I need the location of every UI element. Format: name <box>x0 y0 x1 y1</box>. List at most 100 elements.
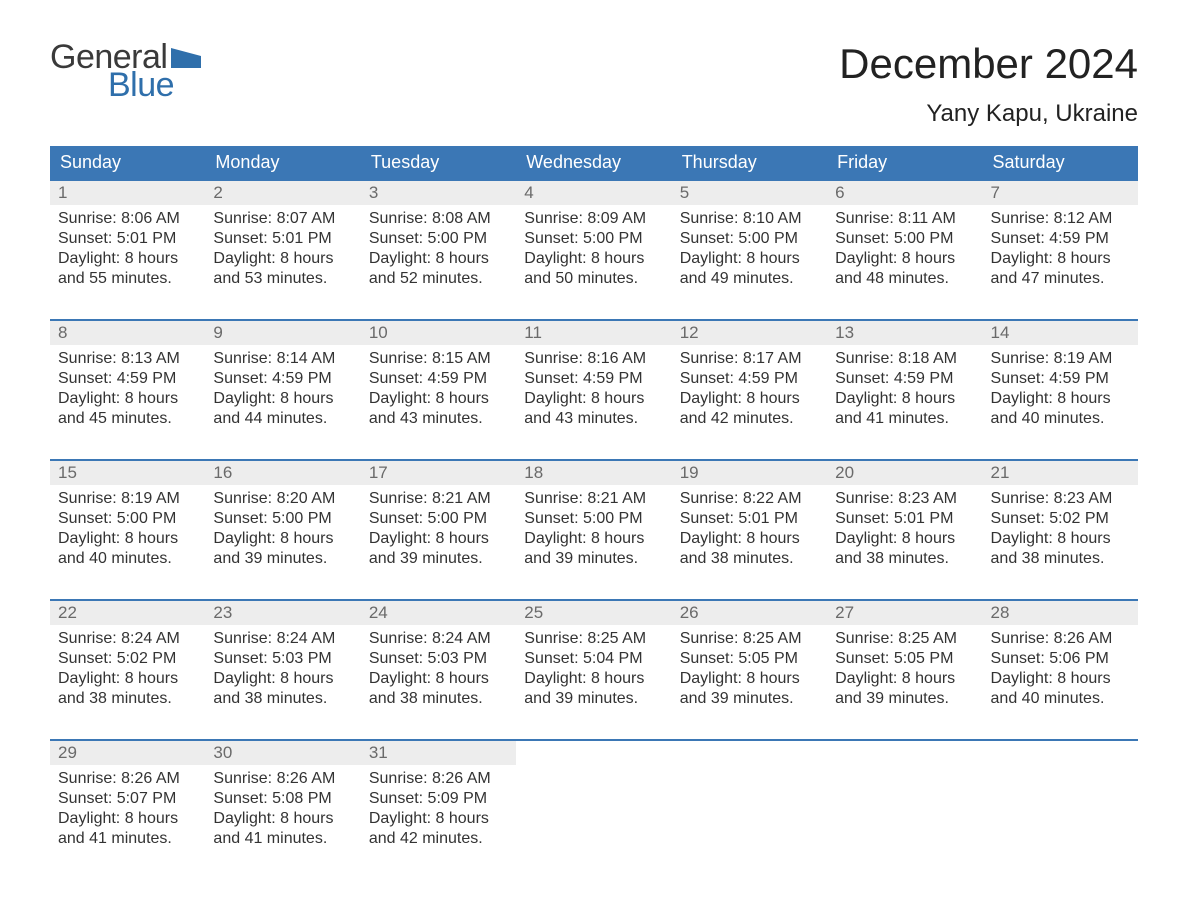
day-body: Sunrise: 8:08 AMSunset: 5:00 PMDaylight:… <box>361 205 516 293</box>
sunrise-line: Sunrise: 8:17 AM <box>680 349 819 369</box>
sunset-line: Sunset: 5:02 PM <box>991 509 1130 529</box>
day-cell: 12Sunrise: 8:17 AMSunset: 4:59 PMDayligh… <box>672 321 827 441</box>
location: Yany Kapu, Ukraine <box>839 100 1138 128</box>
daylight-line1: Daylight: 8 hours <box>991 669 1130 689</box>
day-number: 9 <box>205 321 360 345</box>
daylight-line2: and 38 minutes. <box>991 549 1130 569</box>
day-body: Sunrise: 8:10 AMSunset: 5:00 PMDaylight:… <box>672 205 827 293</box>
sunset-line: Sunset: 5:02 PM <box>58 649 197 669</box>
daylight-line1: Daylight: 8 hours <box>369 529 508 549</box>
day-body: Sunrise: 8:11 AMSunset: 5:00 PMDaylight:… <box>827 205 982 293</box>
sunrise-line: Sunrise: 8:23 AM <box>991 489 1130 509</box>
daylight-line1: Daylight: 8 hours <box>58 809 197 829</box>
day-body: Sunrise: 8:22 AMSunset: 5:01 PMDaylight:… <box>672 485 827 573</box>
day-number: 6 <box>827 181 982 205</box>
sunrise-line: Sunrise: 8:19 AM <box>58 489 197 509</box>
day-number: 21 <box>983 461 1138 485</box>
day-cell: 21 Sunrise: 8:23 AMSunset: 5:02 PMDayligh… <box>983 461 1138 581</box>
daylight-line1: Daylight: 8 hours <box>835 389 974 409</box>
day-number: 25 <box>516 601 671 625</box>
day-number: 30 <box>205 741 360 765</box>
sunset-line: Sunset: 4:59 PM <box>680 369 819 389</box>
day-cell <box>983 741 1138 861</box>
sunrise-line: Sunrise: 8:21 AM <box>369 489 508 509</box>
day-body: Sunrise: 8:12 AMSunset: 4:59 PMDaylight:… <box>983 205 1138 293</box>
day-body: Sunrise: 8:19 AMSunset: 5:00 PMDaylight:… <box>50 485 205 573</box>
weekday-sunday: Sunday <box>50 146 205 179</box>
sunset-line: Sunset: 5:00 PM <box>58 509 197 529</box>
day-number: 22 <box>50 601 205 625</box>
sunset-line: Sunset: 5:00 PM <box>213 509 352 529</box>
daylight-line2: and 40 minutes. <box>991 689 1130 709</box>
day-body: Sunrise: 8:06 AMSunset: 5:01 PMDaylight:… <box>50 205 205 293</box>
daylight-line2: and 41 minutes. <box>58 829 197 849</box>
daylight-line2: and 50 minutes. <box>524 269 663 289</box>
day-cell: 25Sunrise: 8:25 AMSunset: 5:04 PMDayligh… <box>516 601 671 721</box>
sunset-line: Sunset: 4:59 PM <box>58 369 197 389</box>
sunset-line: Sunset: 5:04 PM <box>524 649 663 669</box>
sunrise-line: Sunrise: 8:11 AM <box>835 209 974 229</box>
sunrise-line: Sunrise: 8:15 AM <box>369 349 508 369</box>
sunset-line: Sunset: 5:05 PM <box>835 649 974 669</box>
day-cell: 10Sunrise: 8:15 AMSunset: 4:59 PMDayligh… <box>361 321 516 441</box>
daylight-line2: and 43 minutes. <box>369 409 508 429</box>
day-cell: 13Sunrise: 8:18 AMSunset: 4:59 PMDayligh… <box>827 321 982 441</box>
day-number: 7 <box>983 181 1138 205</box>
daylight-line2: and 49 minutes. <box>680 269 819 289</box>
day-number: 18 <box>516 461 671 485</box>
daylight-line1: Daylight: 8 hours <box>680 389 819 409</box>
daylight-line1: Daylight: 8 hours <box>213 809 352 829</box>
daylight-line1: Daylight: 8 hours <box>213 669 352 689</box>
day-body: Sunrise: 8:25 AMSunset: 5:05 PMDaylight:… <box>827 625 982 713</box>
daylight-line2: and 45 minutes. <box>58 409 197 429</box>
day-number: 10 <box>361 321 516 345</box>
sunset-line: Sunset: 5:00 PM <box>524 229 663 249</box>
day-number: 4 <box>516 181 671 205</box>
sunrise-line: Sunrise: 8:24 AM <box>58 629 197 649</box>
daylight-line1: Daylight: 8 hours <box>991 529 1130 549</box>
day-body: Sunrise: 8:20 AMSunset: 5:00 PMDaylight:… <box>205 485 360 573</box>
daylight-line1: Daylight: 8 hours <box>524 669 663 689</box>
day-cell: 30Sunrise: 8:26 AMSunset: 5:08 PMDayligh… <box>205 741 360 861</box>
daylight-line2: and 55 minutes. <box>58 269 197 289</box>
day-body: Sunrise: 8:24 AMSunset: 5:03 PMDaylight:… <box>361 625 516 713</box>
day-cell: 31Sunrise: 8:26 AMSunset: 5:09 PMDayligh… <box>361 741 516 861</box>
sunrise-line: Sunrise: 8:20 AM <box>213 489 352 509</box>
daylight-line2: and 39 minutes. <box>369 549 508 569</box>
day-cell: 29Sunrise: 8:26 AMSunset: 5:07 PMDayligh… <box>50 741 205 861</box>
daylight-line1: Daylight: 8 hours <box>680 529 819 549</box>
day-body: Sunrise: 8:24 AMSunset: 5:03 PMDaylight:… <box>205 625 360 713</box>
day-number: 27 <box>827 601 982 625</box>
day-body: Sunrise: 8:26 AMSunset: 5:09 PMDaylight:… <box>361 765 516 853</box>
daylight-line1: Daylight: 8 hours <box>58 389 197 409</box>
sunset-line: Sunset: 5:01 PM <box>835 509 974 529</box>
day-cell: 24Sunrise: 8:24 AMSunset: 5:03 PMDayligh… <box>361 601 516 721</box>
weekday-monday: Monday <box>205 146 360 179</box>
day-cell <box>827 741 982 861</box>
day-cell: 7Sunrise: 8:12 AMSunset: 4:59 PMDaylight… <box>983 181 1138 301</box>
daylight-line2: and 47 minutes. <box>991 269 1130 289</box>
sunset-line: Sunset: 5:01 PM <box>213 229 352 249</box>
day-body: Sunrise: 8:19 AMSunset: 4:59 PMDaylight:… <box>983 345 1138 433</box>
sunset-line: Sunset: 4:59 PM <box>524 369 663 389</box>
sunset-line: Sunset: 5:06 PM <box>991 649 1130 669</box>
day-cell <box>516 741 671 861</box>
daylight-line2: and 41 minutes. <box>835 409 974 429</box>
day-number: 14 <box>983 321 1138 345</box>
daylight-line2: and 38 minutes. <box>369 689 508 709</box>
daylight-line2: and 38 minutes. <box>213 689 352 709</box>
day-cell: 3Sunrise: 8:08 AMSunset: 5:00 PMDaylight… <box>361 181 516 301</box>
calendar: SundayMondayTuesdayWednesdayThursdayFrid… <box>50 146 1138 861</box>
sunrise-line: Sunrise: 8:10 AM <box>680 209 819 229</box>
day-number: 16 <box>205 461 360 485</box>
title-block: December 2024 Yany Kapu, Ukraine <box>839 40 1138 128</box>
sunrise-line: Sunrise: 8:18 AM <box>835 349 974 369</box>
sunrise-line: Sunrise: 8:26 AM <box>991 629 1130 649</box>
day-cell: 22Sunrise: 8:24 AMSunset: 5:02 PMDayligh… <box>50 601 205 721</box>
day-number: 5 <box>672 181 827 205</box>
day-body: Sunrise: 8:23 AMSunset: 5:01 PMDaylight:… <box>827 485 982 573</box>
day-body: Sunrise: 8:26 AMSunset: 5:07 PMDaylight:… <box>50 765 205 853</box>
weekday-wednesday: Wednesday <box>516 146 671 179</box>
day-number: 8 <box>50 321 205 345</box>
daylight-line1: Daylight: 8 hours <box>524 389 663 409</box>
